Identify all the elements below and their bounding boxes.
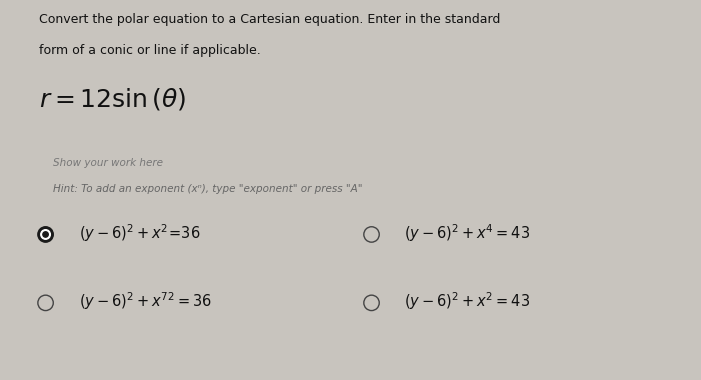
Text: $(y - 6)^2 + x^2 \!=\! 36$: $(y - 6)^2 + x^2 \!=\! 36$	[79, 222, 200, 244]
Ellipse shape	[38, 227, 53, 242]
Text: Hint: To add an exponent (xⁿ), type "exponent" or press "A": Hint: To add an exponent (xⁿ), type "exp…	[53, 184, 362, 194]
Text: $(y - 6)^2 + x^2 = 43$: $(y - 6)^2 + x^2 = 43$	[404, 291, 531, 312]
Ellipse shape	[41, 230, 50, 239]
Text: $(y - 6)^2 + x^4 = 43$: $(y - 6)^2 + x^4 = 43$	[404, 222, 531, 244]
Text: $(y - 6)^2 + x^{72} = 36$: $(y - 6)^2 + x^{72} = 36$	[79, 291, 212, 312]
Ellipse shape	[43, 232, 48, 237]
Text: form of a conic or line if applicable.: form of a conic or line if applicable.	[39, 44, 260, 57]
Text: Convert the polar equation to a Cartesian equation. Enter in the standard: Convert the polar equation to a Cartesia…	[39, 13, 500, 26]
Text: $r = 12\mathrm{sin}\,(\theta)$: $r = 12\mathrm{sin}\,(\theta)$	[39, 86, 186, 111]
Text: Show your work here: Show your work here	[53, 158, 163, 168]
